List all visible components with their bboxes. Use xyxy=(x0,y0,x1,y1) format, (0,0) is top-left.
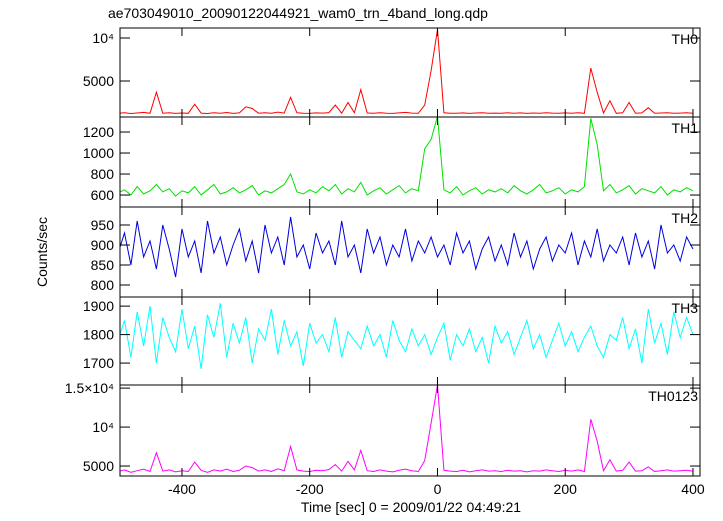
y-tick-label: 950 xyxy=(91,217,115,233)
panel xyxy=(120,385,694,473)
data-line xyxy=(120,117,694,197)
panel-frame xyxy=(119,296,701,386)
data-line xyxy=(120,216,694,278)
panel xyxy=(120,29,694,115)
panel-label: TH3 xyxy=(672,300,699,316)
y-tick-label: 1700 xyxy=(83,355,114,371)
y-tick-label: 1900 xyxy=(83,298,114,314)
y-tick-label: 800 xyxy=(91,166,115,182)
y-tick-label: 5000 xyxy=(83,458,114,474)
panel-frame xyxy=(119,116,701,208)
x-axis-label: Time [sec] 0 = 2009/01/22 04:49:21 xyxy=(301,499,521,515)
panel xyxy=(120,303,694,369)
y-tick-label: 10⁴ xyxy=(92,419,114,435)
y-tick-label: 800 xyxy=(91,277,115,293)
y-tick-label: 1000 xyxy=(83,145,114,161)
panel-label: TH0 xyxy=(672,31,699,47)
panel xyxy=(120,216,694,278)
y-tick-label: 1800 xyxy=(83,327,114,343)
y-axis-label: Counts/sec xyxy=(34,217,50,287)
y-tick-label: 1200 xyxy=(83,124,114,140)
panel-label: TH0123 xyxy=(648,388,698,404)
panel xyxy=(120,117,694,197)
y-tick-label: 900 xyxy=(91,237,115,253)
chart-title: ae703049010_20090122044921_wam0_trn_4ban… xyxy=(108,5,488,21)
y-tick-label: 10⁴ xyxy=(92,30,114,46)
panel-label: TH1 xyxy=(672,120,699,136)
y-tick-label: 600 xyxy=(91,187,115,203)
data-line xyxy=(120,385,694,473)
data-line xyxy=(120,303,694,369)
x-tick-label: 400 xyxy=(681,481,705,497)
x-tick-label: 0 xyxy=(434,481,442,497)
y-tick-label: 1.5×10⁴ xyxy=(65,380,114,396)
data-line xyxy=(120,29,694,115)
x-tick-label: -200 xyxy=(296,481,324,497)
y-tick-label: 5000 xyxy=(83,73,114,89)
y-tick-label: 850 xyxy=(91,257,115,273)
panel-frame xyxy=(119,27,701,118)
panel-label: TH2 xyxy=(672,210,699,226)
panel-frame xyxy=(119,384,701,477)
x-tick-label: -400 xyxy=(168,481,196,497)
x-tick-label: 200 xyxy=(554,481,578,497)
